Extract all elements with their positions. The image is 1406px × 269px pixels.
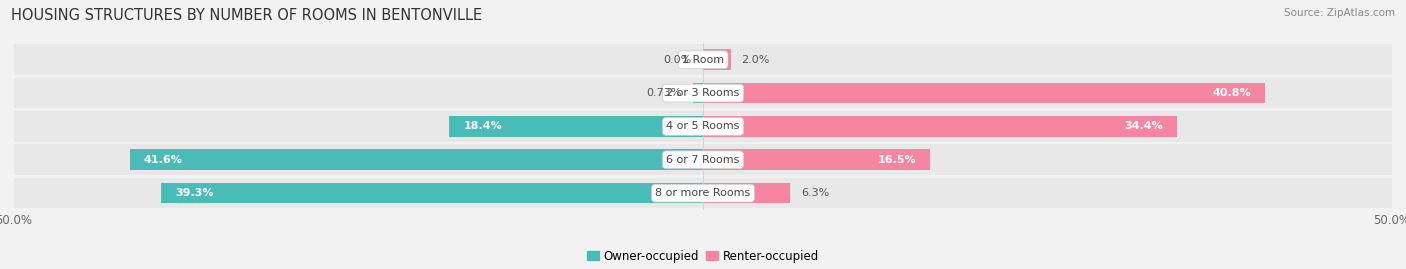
Bar: [450, 116, 703, 137]
Bar: [14, 178, 1392, 208]
Text: 0.73%: 0.73%: [647, 88, 682, 98]
Text: 39.3%: 39.3%: [176, 188, 214, 198]
Text: 4 or 5 Rooms: 4 or 5 Rooms: [666, 121, 740, 132]
Legend: Owner-occupied, Renter-occupied: Owner-occupied, Renter-occupied: [582, 245, 824, 267]
Text: 8 or more Rooms: 8 or more Rooms: [655, 188, 751, 198]
Text: 2 or 3 Rooms: 2 or 3 Rooms: [666, 88, 740, 98]
Text: 1 Room: 1 Room: [682, 55, 724, 65]
Bar: [129, 150, 703, 170]
Bar: [14, 78, 1392, 108]
Text: 2.0%: 2.0%: [741, 55, 770, 65]
Text: Source: ZipAtlas.com: Source: ZipAtlas.com: [1284, 8, 1395, 18]
Text: 34.4%: 34.4%: [1125, 121, 1163, 132]
Text: 0.0%: 0.0%: [664, 55, 692, 65]
Bar: [703, 83, 1265, 103]
Text: 6 or 7 Rooms: 6 or 7 Rooms: [666, 155, 740, 165]
Text: 6.3%: 6.3%: [801, 188, 830, 198]
Bar: [703, 150, 931, 170]
Bar: [703, 183, 790, 203]
Text: 18.4%: 18.4%: [463, 121, 502, 132]
Bar: [693, 83, 703, 103]
Bar: [703, 116, 1177, 137]
Text: 40.8%: 40.8%: [1213, 88, 1251, 98]
Bar: [14, 111, 1392, 142]
Text: 16.5%: 16.5%: [877, 155, 917, 165]
Bar: [162, 183, 703, 203]
Text: 41.6%: 41.6%: [143, 155, 183, 165]
Bar: [703, 49, 731, 70]
Text: HOUSING STRUCTURES BY NUMBER OF ROOMS IN BENTONVILLE: HOUSING STRUCTURES BY NUMBER OF ROOMS IN…: [11, 8, 482, 23]
Bar: [14, 44, 1392, 75]
Bar: [14, 144, 1392, 175]
